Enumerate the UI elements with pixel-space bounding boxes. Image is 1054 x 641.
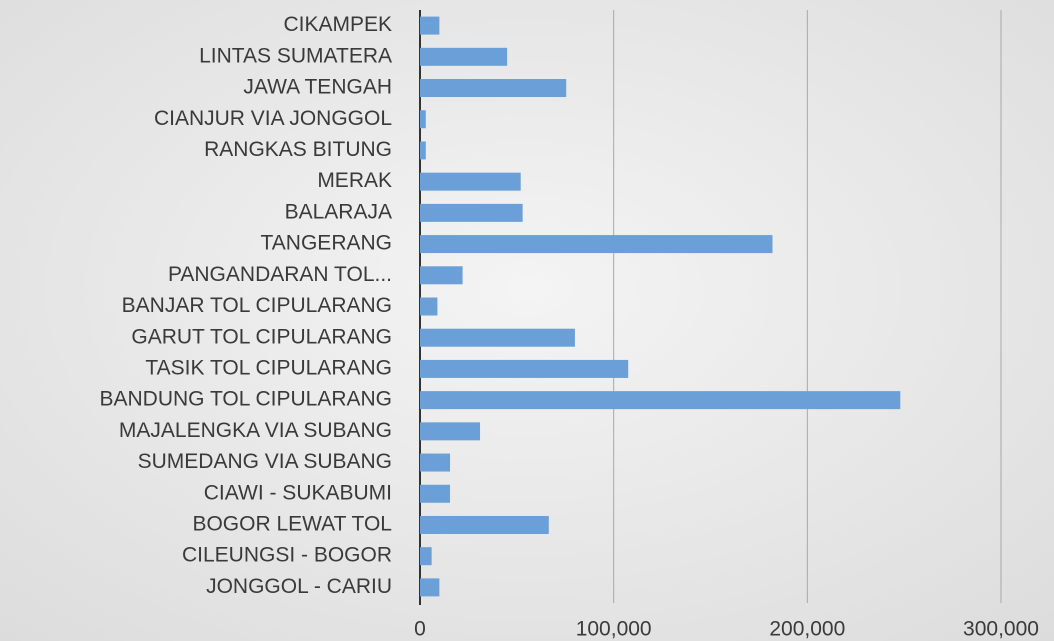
bar bbox=[420, 172, 521, 191]
bar bbox=[420, 297, 438, 316]
bar bbox=[420, 47, 508, 66]
bar bbox=[420, 578, 440, 597]
bar bbox=[420, 141, 426, 160]
bar bbox=[420, 79, 567, 98]
y-tick-label: RANGKAS BITUNG bbox=[204, 138, 392, 161]
x-tick-label: 200,000 bbox=[769, 618, 845, 641]
y-tick-label: MERAK bbox=[317, 169, 392, 192]
y-tick-label: GARUT TOL CIPULARANG bbox=[131, 325, 392, 348]
y-tick-label: CIANJUR VIA JONGGOL bbox=[154, 107, 392, 130]
bar bbox=[420, 422, 481, 441]
x-tick-label: 100,000 bbox=[576, 618, 652, 641]
y-tick-label: SUMEDANG VIA SUBANG bbox=[138, 450, 392, 473]
bar bbox=[420, 235, 773, 254]
y-tick-label: BOGOR LEWAT TOL bbox=[192, 513, 392, 536]
bar bbox=[420, 203, 523, 222]
bar bbox=[420, 515, 549, 534]
y-tick-label: LINTAS SUMATERA bbox=[199, 44, 392, 67]
y-tick-label: BANDUNG TOL CIPULARANG bbox=[99, 388, 392, 411]
y-tick-label: CIAWI - SUKABUMI bbox=[204, 481, 392, 504]
bar bbox=[420, 484, 451, 503]
y-tick-label: JAWA TENGAH bbox=[243, 76, 392, 99]
x-tick-label: 0 bbox=[414, 618, 426, 641]
y-tick-label: CILEUNGSI - BOGOR bbox=[182, 544, 392, 567]
y-tick-label: BANJAR TOL CIPULARANG bbox=[122, 294, 392, 317]
bar bbox=[420, 391, 901, 410]
bar bbox=[420, 110, 426, 129]
y-tick-label: PANGANDARAN TOL... bbox=[168, 263, 392, 286]
y-tick-label: TASIK TOL CIPULARANG bbox=[145, 356, 392, 379]
bar bbox=[420, 266, 463, 285]
bar bbox=[420, 359, 629, 378]
bar bbox=[420, 547, 432, 566]
bar bbox=[420, 16, 440, 35]
y-tick-label: JONGGOL - CARIU bbox=[206, 575, 392, 598]
bar bbox=[420, 453, 451, 472]
y-tick-label: TANGERANG bbox=[261, 232, 392, 255]
y-tick-label: MAJALENGKA VIA SUBANG bbox=[119, 419, 392, 442]
y-tick-label: BALARAJA bbox=[285, 200, 392, 223]
x-tick-label: 300,000 bbox=[963, 618, 1039, 641]
bar bbox=[420, 328, 575, 347]
y-tick-label: CIKAMPEK bbox=[283, 13, 392, 36]
